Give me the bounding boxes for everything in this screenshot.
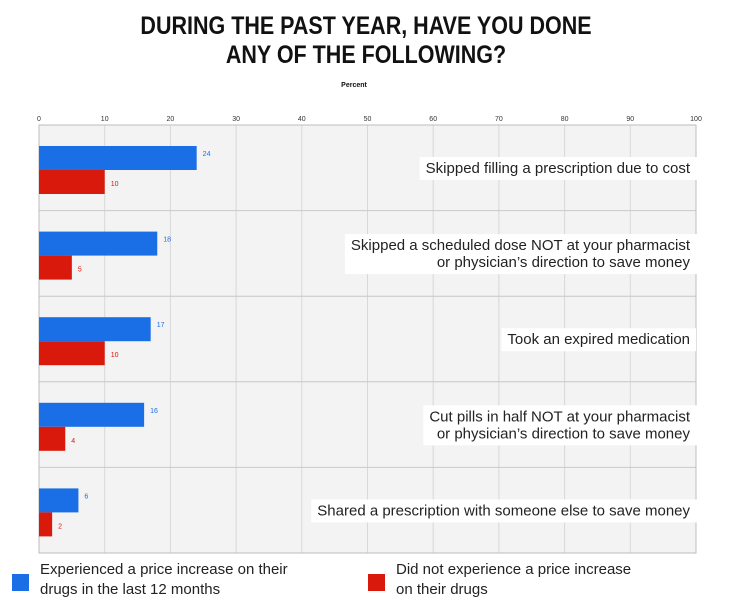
- bar-value-label: 10: [111, 181, 119, 188]
- category-label-line: Took an expired medication: [507, 331, 690, 348]
- bar-series-2: [39, 426, 66, 451]
- category-label-backdrop: [423, 405, 697, 446]
- x-tick-label: 60: [429, 116, 437, 123]
- legend-label-series-1-line-2: drugs in the last 12 months: [40, 581, 221, 598]
- legend-label-series-2-line-2: on their drugs: [396, 581, 488, 598]
- legend-label-series-2-line-1: Did not experience a price increase: [396, 561, 632, 578]
- chart-title: DURING THE PAST YEAR, HAVE YOU DONE ANY …: [51, 12, 681, 70]
- x-tick-label: 0: [37, 116, 41, 123]
- bar-value-label: 6: [84, 493, 88, 500]
- bar-series-1: [39, 317, 151, 342]
- bar-series-2: [39, 170, 105, 194]
- x-tick-label: 80: [561, 116, 569, 123]
- chart-title-line-1: DURING THE PAST YEAR, HAVE YOU DONE: [140, 12, 592, 40]
- bar-value-label: 18: [163, 237, 171, 244]
- bar-value-label: 2: [58, 523, 62, 530]
- legend-label-series-1-line-1: Experienced a price increase on their: [40, 561, 288, 578]
- x-axis-label: Percent: [341, 82, 367, 89]
- bar-series-1: [39, 231, 158, 256]
- bar-value-label: 4: [71, 438, 75, 445]
- x-tick-label: 70: [495, 116, 503, 123]
- x-tick-label: 10: [101, 116, 109, 123]
- bar-value-label: 10: [111, 352, 119, 359]
- category-label-backdrop: [311, 499, 697, 523]
- category-label: Cut pills in half NOT at your pharmacist…: [423, 405, 697, 446]
- bar-series-2: [39, 512, 53, 537]
- bar-value-label: 5: [78, 267, 82, 274]
- category-label-line: or physician’s direction to save money: [437, 425, 691, 442]
- category-label-backdrop: [501, 328, 696, 352]
- category-label: Took an expired medication: [501, 328, 696, 352]
- x-tick-label: 50: [364, 116, 372, 123]
- chart-title-line-2: ANY OF THE FOLLOWING?: [225, 41, 507, 69]
- legend-label-series-1: Experienced a price increase on their dr…: [40, 560, 288, 600]
- category-label-line: Cut pills in half NOT at your pharmacist: [429, 408, 690, 425]
- x-tick-label: 90: [626, 116, 634, 123]
- category-label: Shared a prescription with someone else …: [311, 499, 697, 523]
- category-label-line: or physician’s direction to save money: [437, 254, 691, 271]
- x-tick-label: 20: [167, 116, 175, 123]
- x-tick-label: 40: [298, 116, 306, 123]
- bar-value-label: 24: [203, 151, 211, 158]
- category-label-backdrop: [344, 234, 697, 275]
- bar-series-2: [39, 341, 105, 366]
- bar-value-label: 17: [157, 322, 165, 329]
- legend-swatch-series-2: [368, 574, 385, 591]
- category-label-backdrop: [419, 157, 697, 180]
- legend-swatch-series-1: [12, 574, 29, 591]
- legend-label-series-2: Did not experience a price increase on t…: [396, 560, 631, 600]
- category-label: Skipped filling a prescription due to co…: [419, 157, 697, 180]
- category-label-line: Shared a prescription with someone else …: [317, 502, 690, 519]
- bar-series-1: [39, 488, 79, 513]
- bar-series-1: [39, 146, 197, 170]
- bar-series-1: [39, 402, 145, 427]
- x-tick-label: 100: [690, 116, 702, 123]
- bar-value-label: 16: [150, 408, 158, 415]
- category-label-line: Skipped a scheduled dose NOT at your pha…: [351, 237, 691, 254]
- category-label: Skipped a scheduled dose NOT at your pha…: [344, 234, 697, 275]
- x-tick-label: 30: [232, 116, 240, 123]
- category-label-line: Skipped filling a prescription due to co…: [426, 160, 691, 177]
- bar-series-2: [39, 255, 72, 280]
